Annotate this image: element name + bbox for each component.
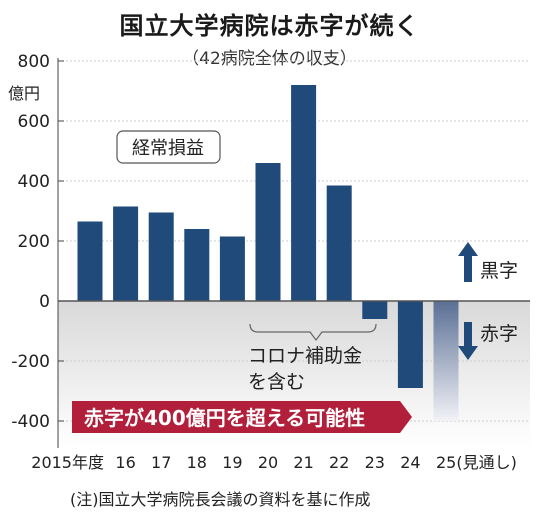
source-note: (注)国立大学病院長会議の資料を基に作成	[70, 490, 371, 509]
bar	[291, 85, 317, 301]
x-tick-label: 21	[293, 453, 313, 472]
deficit-label: 赤字	[480, 323, 518, 345]
deficit-arrow-icon	[458, 322, 478, 360]
surplus-label: 黒字	[480, 260, 518, 282]
series-label-box	[116, 130, 221, 164]
series-label: 経常損益	[132, 138, 204, 159]
covid-subsidy-label-line1: コロナ補助金	[248, 345, 362, 367]
x-tick-label: 17	[151, 453, 171, 472]
callout-text: 赤字が400億円を超える可能性	[84, 406, 365, 430]
covid-bracket	[249, 323, 377, 341]
y-tick-label: 200	[18, 232, 50, 252]
bar	[77, 221, 103, 301]
x-tick-label: 23	[365, 453, 385, 472]
x-tick-label: 19	[222, 453, 242, 472]
bar	[219, 236, 245, 301]
x-tick-label: 18	[187, 453, 207, 472]
x-tick-label: 16	[115, 453, 135, 472]
bar	[362, 301, 388, 319]
y-tick-label: 800	[18, 52, 50, 72]
bar	[148, 212, 174, 301]
callout-banner	[72, 401, 412, 433]
bar	[113, 206, 139, 301]
bar	[184, 229, 210, 301]
y-tick-label: 0	[39, 292, 50, 312]
chart-subtitle: （42病院全体の収支）	[182, 49, 357, 69]
x-tick-label: 25(見通し)	[436, 453, 517, 472]
bar	[255, 163, 281, 301]
y-tick-label: 600	[18, 112, 50, 132]
chart-title: 国立大学病院は赤字が続く	[119, 12, 420, 40]
y-tick-label: 400	[18, 172, 50, 192]
bar	[433, 301, 459, 421]
bar	[326, 185, 352, 301]
bar	[397, 301, 423, 388]
y-tick-label: -400	[11, 412, 50, 432]
x-tick-label: 24	[400, 453, 420, 472]
y-tick-label: -200	[11, 352, 50, 372]
covid-subsidy-label-line2: を含む	[248, 371, 305, 393]
x-tick-label: 20	[258, 453, 278, 472]
x-tick-label: 22	[329, 453, 349, 472]
surplus-arrow-icon	[458, 242, 478, 282]
x-tick-label: 2015年度	[31, 453, 104, 472]
y-axis-unit: 億円	[8, 84, 41, 103]
